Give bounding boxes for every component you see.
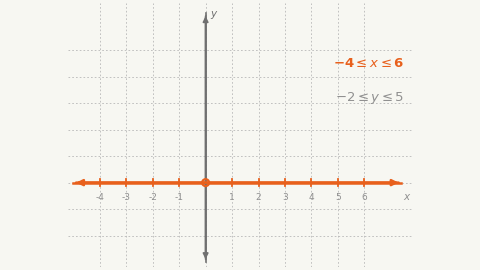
Text: -4: -4	[96, 193, 104, 202]
Text: -2: -2	[148, 193, 157, 202]
Text: $\mathbf{-4} \leq \mathit{x} \leq \mathbf{6}$: $\mathbf{-4} \leq \mathit{x} \leq \mathb…	[333, 57, 404, 70]
Text: -1: -1	[175, 193, 184, 202]
Text: 3: 3	[282, 193, 288, 202]
Text: 6: 6	[361, 193, 367, 202]
Text: 5: 5	[335, 193, 341, 202]
Text: y: y	[210, 9, 216, 19]
Text: 1: 1	[229, 193, 235, 202]
Text: $-2 \leq \mathit{y} \leq 5$: $-2 \leq \mathit{y} \leq 5$	[335, 90, 404, 106]
Text: 4: 4	[309, 193, 314, 202]
Text: -3: -3	[122, 193, 131, 202]
Text: 2: 2	[256, 193, 261, 202]
Text: x: x	[404, 192, 410, 202]
